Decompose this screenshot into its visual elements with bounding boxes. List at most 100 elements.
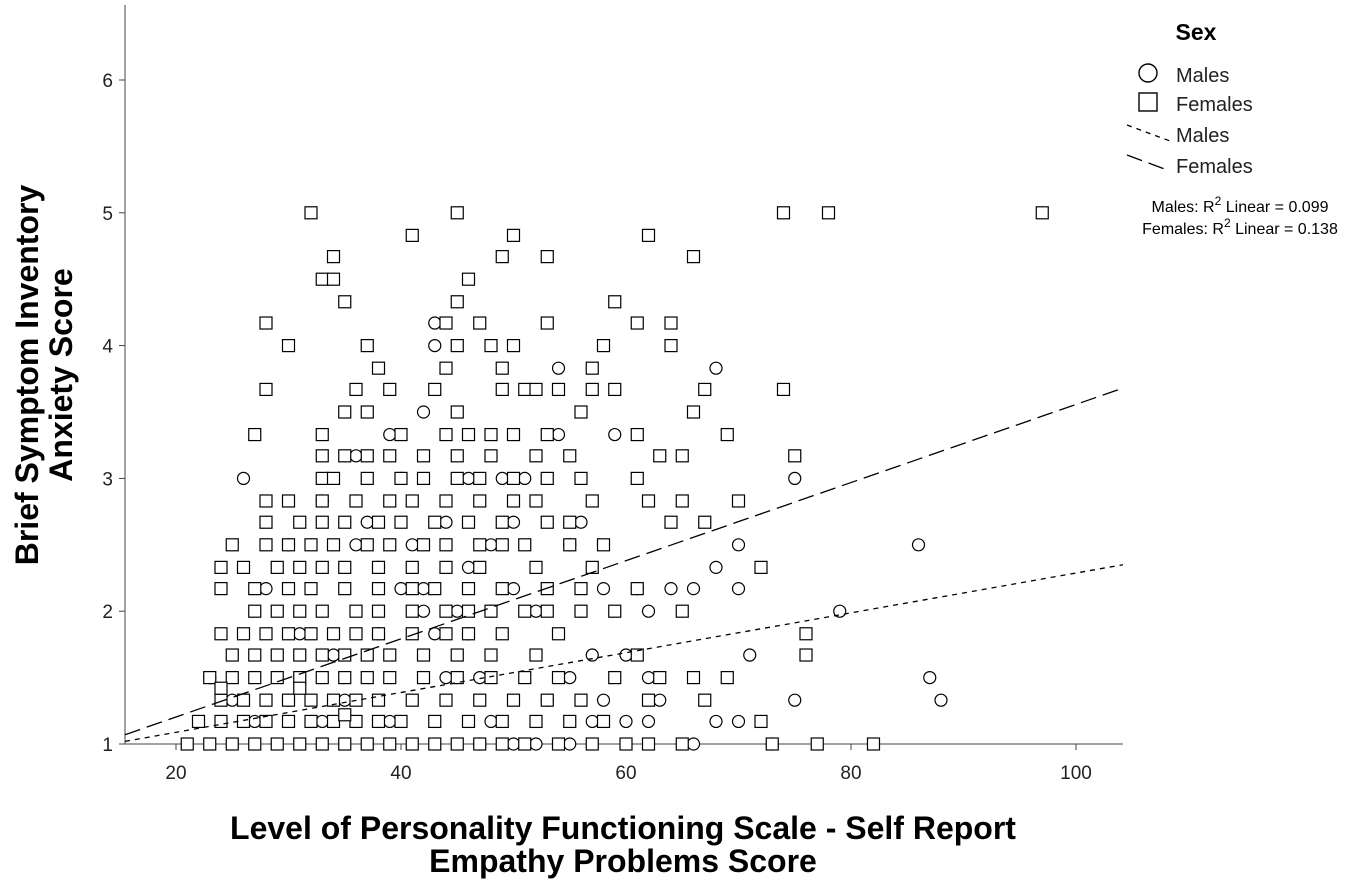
data-point-females <box>574 405 588 419</box>
data-point-females <box>529 648 543 662</box>
data-point-females <box>293 560 307 574</box>
data-point-females <box>484 670 498 685</box>
data-point-females <box>473 737 487 751</box>
data-point-females <box>675 494 689 508</box>
data-point-females <box>810 737 824 751</box>
data-point-females <box>720 427 734 442</box>
data-point-females <box>630 316 644 330</box>
data-point-males <box>338 693 352 707</box>
data-point-females <box>754 560 768 574</box>
data-point-females <box>281 693 296 707</box>
y-tick-label: 6 <box>102 71 113 92</box>
data-point-males <box>383 714 397 729</box>
data-point-females <box>371 604 386 618</box>
data-point-females <box>540 515 554 529</box>
data-point-females <box>551 670 566 685</box>
data-point-females <box>484 339 498 353</box>
data-point-females <box>439 560 453 574</box>
data-point-females <box>529 714 543 729</box>
data-point-females <box>473 316 487 330</box>
y-tick-label: 5 <box>102 204 113 225</box>
data-point-females <box>731 494 746 508</box>
data-point-females <box>484 427 498 442</box>
data-point-females <box>394 515 408 529</box>
data-point-males <box>495 471 509 485</box>
data-point-females <box>529 382 543 397</box>
data-point-females <box>248 604 262 618</box>
fit-note-males-suffix: Linear = 0.099 <box>1221 199 1328 216</box>
data-point-females <box>461 627 476 641</box>
data-point-females <box>765 737 779 751</box>
x-tick-label: 80 <box>840 763 861 784</box>
data-point-females <box>428 382 442 397</box>
data-point-females <box>416 538 431 552</box>
data-point-females <box>405 494 419 508</box>
data-point-females <box>630 471 644 485</box>
data-point-females <box>214 627 228 641</box>
data-point-females <box>821 206 836 220</box>
data-point-females <box>304 627 318 641</box>
data-point-females <box>518 382 532 397</box>
data-point-females <box>214 681 228 695</box>
data-point-females <box>506 494 521 508</box>
data-point-females <box>664 316 678 330</box>
data-point-females <box>371 560 386 574</box>
data-point-females <box>349 494 363 508</box>
data-point-males <box>551 361 566 375</box>
data-point-females <box>371 714 386 729</box>
data-point-females <box>461 427 476 442</box>
data-point-males <box>360 515 374 529</box>
fit-note-females-prefix: Females: R <box>1142 221 1224 238</box>
data-point-females <box>394 714 408 729</box>
data-point-females <box>506 471 521 485</box>
data-point-females <box>270 604 284 618</box>
data-point-females <box>563 449 577 463</box>
data-point-females <box>405 228 419 242</box>
data-point-females <box>315 427 329 442</box>
data-point-females <box>315 272 329 286</box>
data-point-males <box>428 627 442 641</box>
legend-short-dash-line <box>1126 124 1171 142</box>
data-point-males <box>315 714 329 729</box>
data-point-females <box>304 538 318 552</box>
data-point-females <box>686 670 701 685</box>
data-point-females <box>698 382 712 397</box>
data-point-females <box>416 670 431 685</box>
data-point-females <box>574 693 588 707</box>
legend-label-females-marker: Females <box>1176 94 1253 116</box>
data-point-females <box>293 604 307 618</box>
y-tick-label: 3 <box>102 469 113 490</box>
data-point-males <box>349 449 363 463</box>
data-point-females <box>529 494 543 508</box>
data-point-females <box>326 538 341 552</box>
data-point-females <box>799 648 813 662</box>
data-point-males <box>405 538 419 552</box>
legend: Sex Males Females Males Females <box>1126 19 1253 178</box>
x-axis-title-line-2: Empathy Problems Score <box>429 843 817 879</box>
data-point-females <box>315 670 329 685</box>
data-point-females <box>641 228 656 242</box>
data-point-females <box>236 714 251 729</box>
data-points <box>180 206 1049 751</box>
data-point-females <box>495 515 509 529</box>
data-point-males <box>439 515 453 529</box>
data-point-females <box>596 339 611 353</box>
data-point-females <box>495 361 509 375</box>
data-point-males <box>731 538 746 552</box>
y-tick-label: 4 <box>102 337 113 358</box>
data-point-females <box>326 627 341 641</box>
data-point-females <box>450 295 464 309</box>
data-point-females <box>641 494 656 508</box>
data-point-females <box>439 316 453 330</box>
data-point-females <box>338 405 352 419</box>
data-point-females <box>540 693 554 707</box>
data-point-females <box>416 449 431 463</box>
data-point-females <box>776 382 791 397</box>
data-point-females <box>450 471 464 485</box>
data-point-females <box>270 560 284 574</box>
data-point-females <box>439 494 453 508</box>
data-point-females <box>563 538 577 552</box>
x-axis-title-line-1: Level of Personality Functioning Scale -… <box>230 810 1016 846</box>
data-point-females <box>360 471 374 485</box>
data-point-males <box>563 737 577 751</box>
